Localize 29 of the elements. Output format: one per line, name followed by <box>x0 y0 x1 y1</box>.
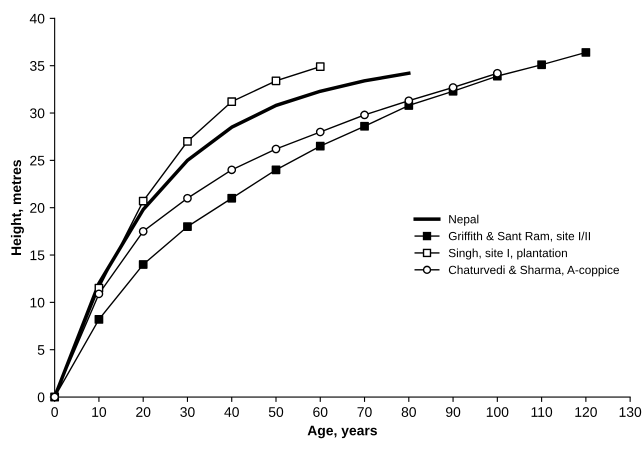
x-axis-title: Age, years <box>308 426 377 438</box>
x-tick-label: 60 <box>313 407 328 417</box>
x-tick-label: 30 <box>180 407 195 417</box>
x-tick-label: 40 <box>224 407 239 417</box>
y-tick-label: 20 <box>30 203 44 213</box>
y-tick-label: 10 <box>30 298 44 308</box>
x-tick-label: 70 <box>358 407 372 417</box>
x-tick-label: 20 <box>136 407 150 417</box>
y-tick-label: 15 <box>30 250 44 260</box>
legend-label: Griffith & Sant Ram, site I/II <box>448 232 590 242</box>
x-tick-label: 80 <box>402 407 416 417</box>
y-tick-label: 35 <box>30 61 44 71</box>
y-axis-title: Height, metres <box>10 160 24 256</box>
y-tick-label: 30 <box>30 108 44 118</box>
x-tick-label: 90 <box>446 407 460 417</box>
y-tick-label: 5 <box>38 345 44 355</box>
legend-label: Nepal <box>449 214 478 226</box>
legend-label: Chaturvedi & Sharma, A-coppice <box>448 265 619 276</box>
y-tick-label: 25 <box>30 156 44 166</box>
y-tick-label: 40 <box>30 14 44 24</box>
y-tick-label: 0 <box>38 392 44 402</box>
x-tick-label: 100 <box>486 407 508 417</box>
x-tick-label: 0 <box>51 407 58 417</box>
legend-label: Singh, site I, plantation <box>448 248 567 260</box>
x-tick-label: 120 <box>575 407 597 417</box>
x-tick-label: 130 <box>620 407 642 417</box>
x-tick-label: 10 <box>92 407 106 417</box>
x-tick-label: 50 <box>268 407 284 417</box>
x-tick-label: 110 <box>532 407 552 417</box>
